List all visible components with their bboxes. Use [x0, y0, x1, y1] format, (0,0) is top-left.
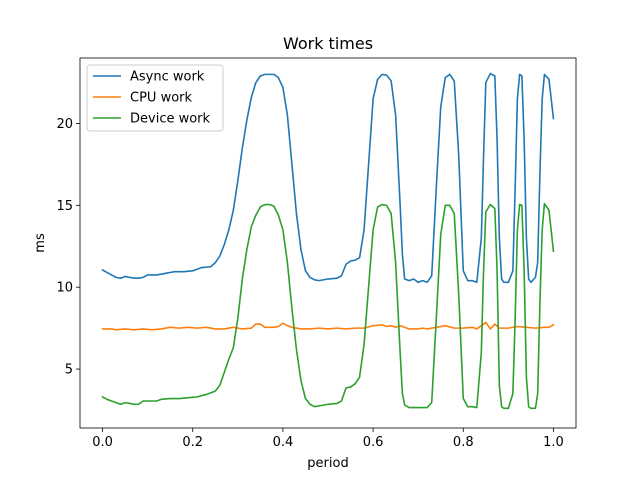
x-axis-label: period: [307, 456, 348, 471]
legend: Async work CPU work Device work: [86, 64, 224, 132]
legend-label-0: Async work: [130, 70, 205, 85]
series-line-2: [101, 202, 555, 410]
x-tick-label: 0.8: [453, 435, 474, 450]
x-tick-label: 0.0: [92, 435, 113, 450]
legend-label-1: CPU work: [130, 91, 192, 106]
y-tick-label: 10: [56, 281, 73, 296]
x-tick-label: 0.6: [363, 435, 384, 450]
x-axis: 0.0 0.2 0.4 0.6 0.8 1.0: [92, 428, 564, 450]
x-tick-label: 0.2: [182, 435, 203, 450]
legend-box: [86, 64, 224, 132]
x-tick-label: 1.0: [543, 435, 564, 450]
y-tick-label: 5: [65, 363, 73, 378]
y-axis: 5 10 15 20: [56, 117, 80, 378]
series-line-0: [101, 72, 555, 284]
x-tick-label: 0.4: [273, 435, 294, 450]
series-line-1: [101, 321, 555, 331]
y-tick-label: 20: [56, 117, 73, 132]
plot-frame: [79, 57, 577, 429]
y-axis-label: ms: [33, 233, 48, 253]
plot-lines: [101, 72, 555, 410]
legend-label-2: Device work: [130, 112, 211, 127]
y-tick-label: 15: [56, 199, 73, 214]
chart-title: Work times: [283, 34, 373, 53]
